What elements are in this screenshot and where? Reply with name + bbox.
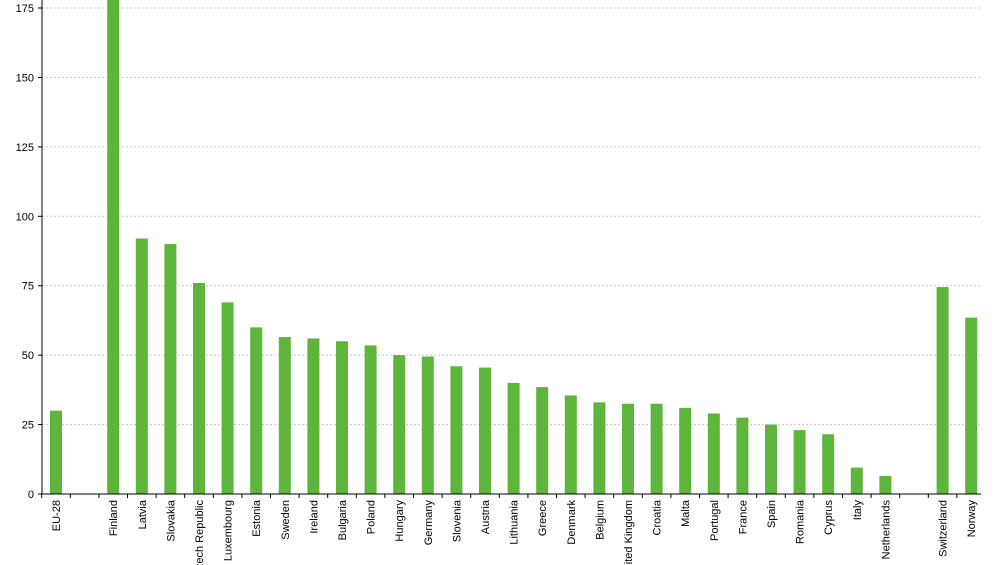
bar-finland [107, 0, 120, 494]
bar-croatia [650, 403, 663, 494]
y-tick-label: 125 [16, 142, 34, 154]
x-category-label: Estonia [251, 499, 263, 537]
x-category-label: Bulgaria [337, 499, 349, 540]
x-category-label: Italy [852, 500, 864, 521]
bar-luxembourg [221, 302, 234, 494]
x-category-label: Hungary [394, 500, 406, 542]
bar-malta [679, 407, 692, 494]
x-category-label: EU-28 [51, 500, 63, 531]
x-category-label: Slovakia [165, 499, 177, 541]
gridlines [42, 7, 981, 426]
x-category-label: Romania [795, 499, 807, 544]
bar-lithuania [507, 382, 520, 494]
x-category-label: Belgium [594, 500, 606, 540]
y-tick-label: 75 [22, 281, 34, 293]
bar-cyprus [822, 434, 835, 494]
labels: 0 25 50 75 100 125 150 175 EU-28 Finland Latvia Slo… [16, 3, 979, 565]
x-category-label: Spain [766, 500, 778, 528]
x-category-label: France [737, 500, 749, 534]
bar-germany [421, 356, 434, 494]
bar-estonia [250, 327, 263, 494]
bar-italy [850, 467, 863, 494]
x-category-label: Portugal [709, 500, 721, 541]
axes [38, 0, 981, 498]
x-category-label: Switzerland [938, 500, 950, 557]
x-category-label: Sweden [280, 500, 292, 540]
y-tick-label: 0 [28, 489, 34, 501]
bar-romania [793, 430, 806, 494]
x-category-label: United Kingdom [623, 500, 635, 565]
x-category-label: Norway [966, 500, 978, 538]
bar-switzerland [936, 287, 949, 494]
x-category-label: Malta [680, 499, 692, 527]
x-category-label: Croatia [652, 499, 664, 535]
x-category-label: Finland [108, 500, 120, 536]
bars [50, 0, 978, 494]
bar-czech-republic [193, 282, 205, 494]
bar-bulgaria [336, 341, 348, 494]
bar-denmark [564, 395, 577, 494]
y-tick-label: 175 [16, 3, 34, 15]
y-tick-label: 50 [22, 350, 34, 362]
bar-sweden [278, 337, 291, 494]
x-category-label: Ireland [308, 500, 320, 534]
bar-france [736, 417, 749, 494]
bar-slovenia [450, 366, 463, 494]
x-category-label: Czech Republic [194, 500, 206, 565]
x-category-label: Austria [480, 499, 492, 534]
x-category-label: Netherlands [880, 500, 892, 560]
x-category-label: Latvia [137, 499, 149, 529]
bar-portugal [707, 413, 720, 494]
bar-belgium [593, 402, 606, 494]
bar-latvia [135, 238, 148, 494]
x-category-label: Luxembourg [223, 500, 235, 561]
bar-netherlands [879, 475, 892, 494]
bar-ireland [307, 338, 320, 494]
x-category-label: Lithuania [509, 499, 521, 545]
x-category-label: Greece [537, 500, 549, 536]
bar-hungary [393, 355, 406, 494]
y-tick-label: 150 [16, 72, 34, 84]
x-category-label: Poland [366, 500, 378, 534]
bar-poland [364, 345, 377, 494]
bar-austria [479, 367, 491, 494]
bar-norway [965, 317, 978, 494]
bar-greece [536, 387, 549, 494]
x-category-label: Slovenia [451, 499, 463, 542]
bar-eu-28 [50, 410, 62, 494]
bar-spain [765, 424, 777, 494]
y-tick-label: 100 [16, 211, 34, 223]
x-category-label: Denmark [566, 500, 578, 545]
x-category-label: Germany [423, 500, 435, 546]
y-tick-label: 25 [22, 420, 34, 432]
x-category-label: Cyprus [823, 500, 835, 535]
bar-slovakia [164, 244, 177, 494]
bar-united-kingdom [622, 403, 634, 494]
